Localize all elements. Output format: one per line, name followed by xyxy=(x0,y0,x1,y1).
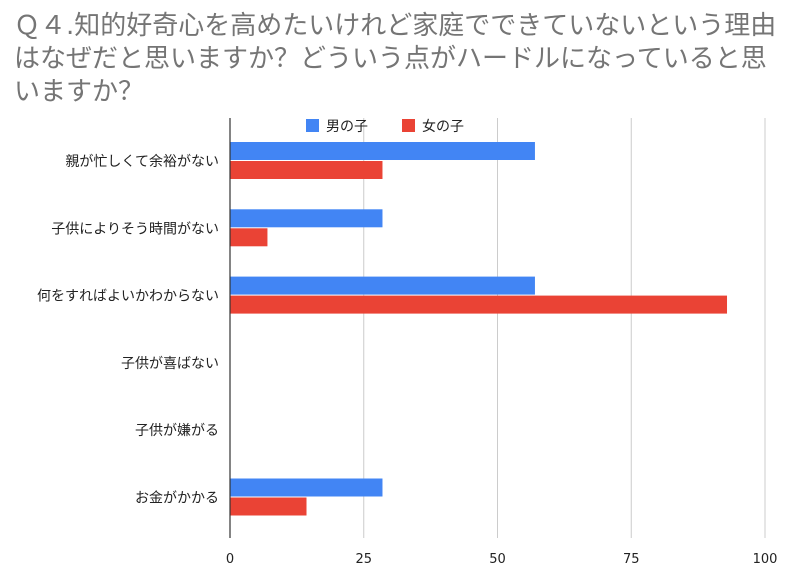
category-label: 親が忙しくて余裕がない xyxy=(65,153,219,170)
x-tick-label: 0 xyxy=(226,552,234,567)
x-tick-label: 50 xyxy=(489,552,506,567)
bars xyxy=(230,142,728,516)
bar xyxy=(230,161,383,179)
bar xyxy=(230,276,535,295)
bar xyxy=(230,478,383,497)
category-labels: 親が忙しくて余裕がない子供によりそう時間がない何をすればよいかわからない子供が喜… xyxy=(37,153,219,507)
category-label: 子供が嫌がる xyxy=(135,423,219,439)
tick-labels: 0 25 50 75 100 xyxy=(226,552,778,567)
legend-label: 男の子 xyxy=(326,119,368,135)
x-tick-label: 75 xyxy=(623,552,640,567)
chart-title: Ｑ４.知的好奇心を高めたいけれど家庭でできていないという理由はなぜだと思いますか… xyxy=(14,11,777,107)
x-tick-label: 25 xyxy=(355,552,372,567)
category-label: 子供が喜ばない xyxy=(121,356,219,372)
legend: 男の子 女の子 xyxy=(306,118,464,135)
gridlines xyxy=(363,118,766,538)
x-tick-label: 100 xyxy=(753,552,778,567)
bar xyxy=(230,497,307,516)
legend-label: 女の子 xyxy=(422,118,464,135)
bar xyxy=(230,209,383,228)
category-label: 何をすればよいかわからない xyxy=(37,289,219,305)
bar xyxy=(230,142,535,160)
bar xyxy=(230,228,268,247)
category-label: お金がかかる xyxy=(135,491,219,507)
legend-swatch xyxy=(402,119,415,132)
category-label: 子供によりそう時間がない xyxy=(51,221,219,237)
legend-swatch xyxy=(306,119,319,132)
bar xyxy=(230,295,728,314)
